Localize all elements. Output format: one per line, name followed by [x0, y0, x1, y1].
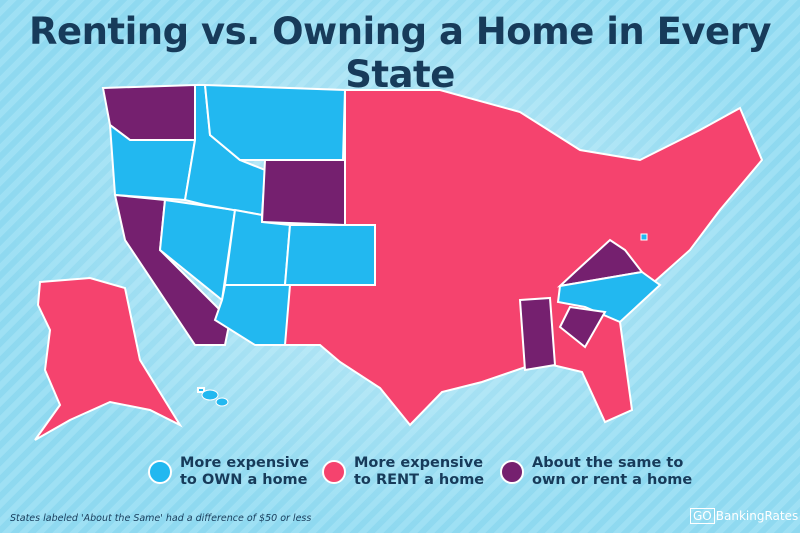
- legend-own: More expensive to OWN a home: [148, 455, 309, 489]
- state-co: [283, 224, 376, 286]
- gobankingrates-logo: GO BankingRates: [690, 508, 798, 524]
- logo-name: BankingRates: [715, 509, 799, 523]
- footnote: States labeled 'About the Same' had a di…: [10, 513, 312, 524]
- state-wy: [260, 159, 346, 227]
- state-hi: [197, 387, 205, 393]
- legend-swatch-rent: [322, 460, 346, 484]
- state-hi-island: [215, 397, 229, 407]
- state-al: [518, 296, 557, 372]
- page-title: Renting vs. Owning a Home in Every State: [29, 10, 771, 96]
- state-nc: [556, 270, 662, 324]
- state-az: [213, 284, 292, 346]
- legend-rent: More expensive to RENT a home: [322, 455, 484, 489]
- legend-label: More expensive to RENT a home: [354, 455, 485, 488]
- state-hi-island: [201, 389, 219, 401]
- legend-swatch-same: [500, 460, 524, 484]
- state-mt: [203, 83, 347, 161]
- legend-swatch-own: [148, 460, 172, 484]
- legend-same: About the same to own or rent a home: [500, 455, 692, 489]
- legend-label: More expensive to OWN a home: [180, 455, 310, 488]
- state-dc: [640, 233, 648, 241]
- legend-label: About the same to own or rent a home: [532, 455, 693, 488]
- state-sc: [558, 305, 607, 349]
- state-ak: [34, 276, 183, 441]
- logo-go: GO: [690, 508, 715, 524]
